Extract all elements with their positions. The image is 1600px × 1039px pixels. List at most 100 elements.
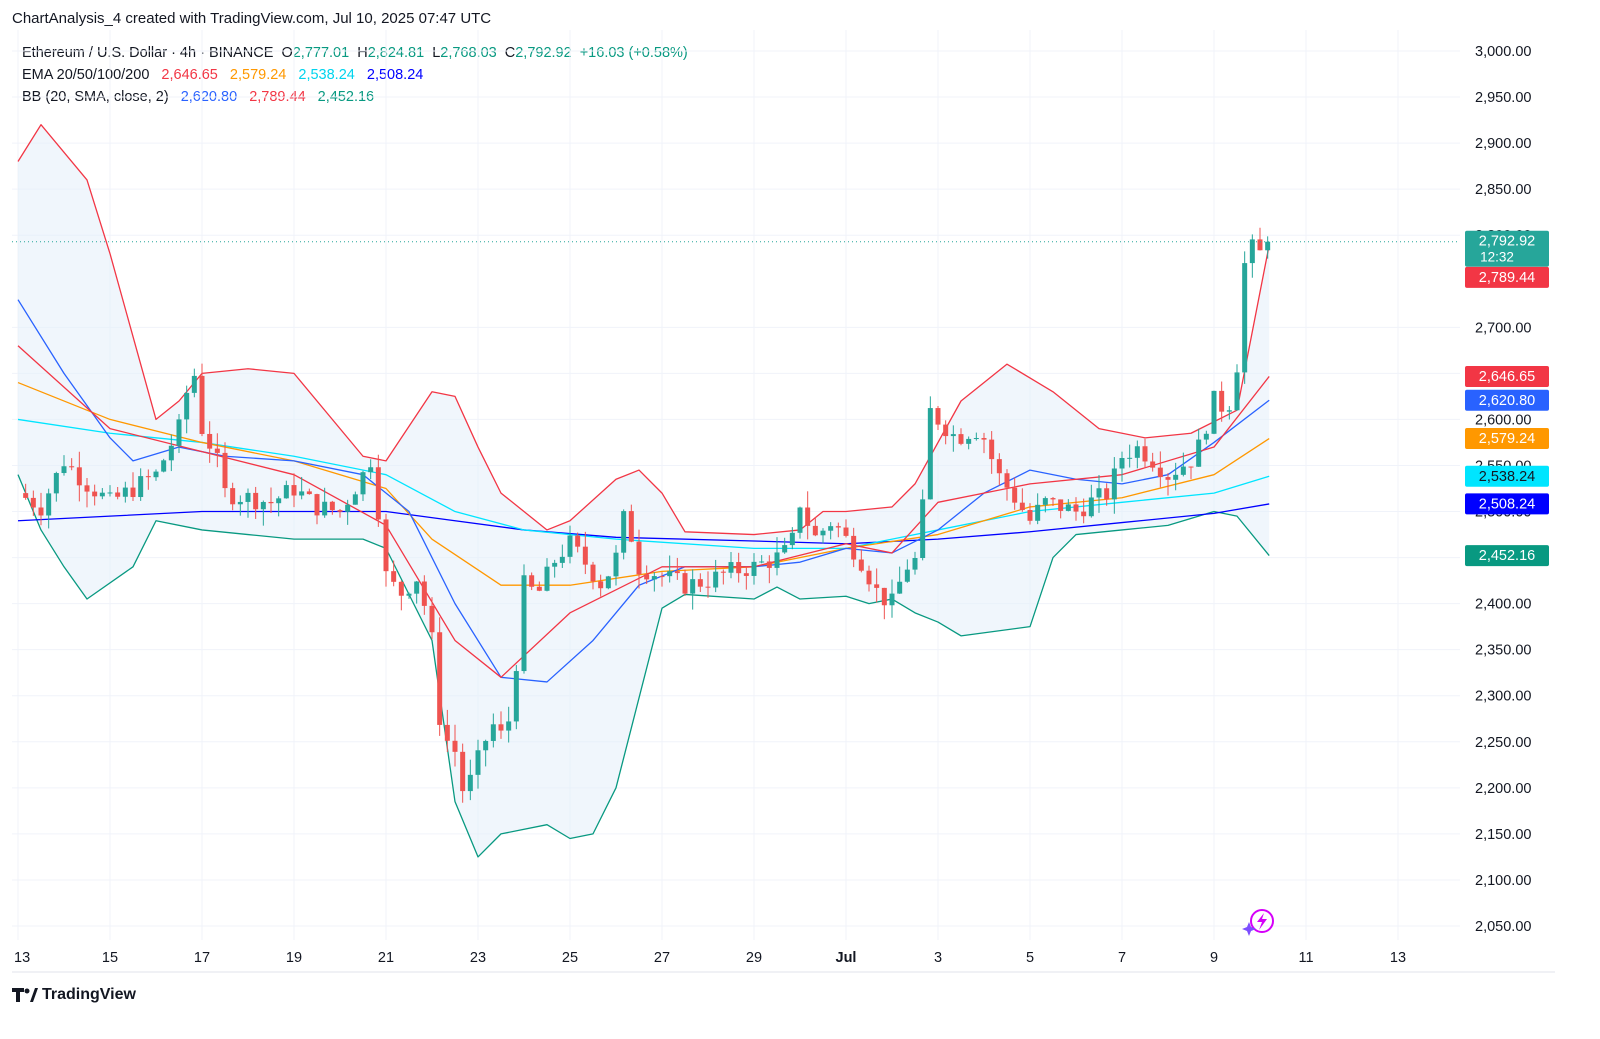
candle-body bbox=[605, 576, 611, 589]
candle-body bbox=[835, 526, 841, 528]
candle-body bbox=[368, 467, 374, 473]
candle-body bbox=[759, 561, 765, 563]
candle-body bbox=[30, 497, 36, 508]
brand-label: TradingView bbox=[42, 986, 136, 1003]
candle-body bbox=[958, 434, 964, 444]
price-tag bbox=[1465, 230, 1549, 267]
candle-body bbox=[1104, 488, 1110, 500]
symbol-label[interactable]: Ethereum / U.S. Dollar · 4h · BINANCE bbox=[22, 45, 274, 61]
candle-body bbox=[1180, 466, 1186, 475]
candle-body bbox=[705, 586, 711, 588]
candle-body bbox=[1127, 457, 1133, 459]
candle-body bbox=[1242, 263, 1248, 373]
y-tick-label: 2,300.00 bbox=[1475, 689, 1531, 705]
candle-body bbox=[981, 438, 987, 440]
candle-body bbox=[314, 494, 320, 516]
candle-body bbox=[69, 466, 75, 468]
candle-body bbox=[843, 527, 849, 536]
candle-body bbox=[782, 545, 788, 553]
candle-body bbox=[490, 724, 496, 741]
ema-label: EMA 20/50/100/200 bbox=[22, 67, 150, 83]
candle-body bbox=[1265, 241, 1271, 251]
ema200-line bbox=[17, 503, 1270, 545]
candle-body bbox=[237, 501, 243, 505]
candle-body bbox=[897, 581, 903, 594]
price-tag-label: 2,579.24 bbox=[1479, 431, 1535, 447]
y-tick-label: 2,050.00 bbox=[1475, 919, 1531, 935]
candle-body bbox=[414, 581, 420, 594]
candle-body bbox=[1081, 511, 1087, 517]
x-tick-label: 13 bbox=[1390, 950, 1406, 966]
x-tick-label: 11 bbox=[1298, 950, 1313, 966]
candle-body bbox=[751, 561, 757, 576]
candle-body bbox=[789, 532, 795, 546]
candle-body bbox=[1027, 510, 1033, 521]
candle-body bbox=[483, 740, 489, 751]
candle-body bbox=[352, 494, 358, 505]
candle-body bbox=[161, 460, 167, 472]
y-tick-label: 2,900.00 bbox=[1475, 136, 1531, 152]
candle-body bbox=[429, 605, 435, 633]
candle-body bbox=[406, 593, 412, 596]
candle-body bbox=[805, 507, 811, 526]
low-value: 2,768.03 bbox=[440, 45, 497, 61]
price-tag bbox=[1465, 428, 1549, 450]
candle-body bbox=[797, 507, 803, 533]
candle-body bbox=[851, 535, 857, 560]
candle-body bbox=[329, 501, 335, 511]
candle-body bbox=[828, 526, 834, 531]
candle-body bbox=[927, 408, 933, 500]
y-tick-label: 2,600.00 bbox=[1475, 412, 1531, 428]
ema20-line bbox=[17, 345, 1270, 678]
price-tag-label: 2,646.65 bbox=[1479, 369, 1535, 385]
candle-body bbox=[145, 476, 151, 478]
y-tick-label: 2,350.00 bbox=[1475, 643, 1531, 659]
price-tag-label: 2,792.92 bbox=[1479, 234, 1535, 250]
ema-legend[interactable]: EMA 20/50/100/200 2,646.65 2,579.24 2,53… bbox=[22, 67, 431, 83]
candle-body bbox=[475, 750, 481, 775]
candle-body bbox=[1150, 461, 1156, 468]
candle-body bbox=[889, 593, 895, 606]
candle-body bbox=[1096, 488, 1102, 498]
candle-body bbox=[1134, 446, 1140, 458]
candle-body bbox=[1211, 390, 1217, 434]
price-tag-label: 2,508.24 bbox=[1479, 496, 1535, 512]
candle-body bbox=[812, 525, 818, 536]
candle-body bbox=[644, 574, 650, 580]
close-value: 2,792.92 bbox=[515, 45, 572, 61]
candle-body bbox=[122, 487, 128, 497]
candle-body bbox=[536, 586, 542, 591]
candle-body bbox=[713, 571, 719, 588]
candle-body bbox=[168, 445, 174, 461]
candle-body bbox=[529, 575, 535, 587]
candle-body bbox=[130, 487, 136, 498]
candle-body bbox=[636, 541, 642, 575]
candle-body bbox=[360, 472, 366, 495]
candle-body bbox=[222, 452, 228, 489]
candle-body bbox=[966, 438, 972, 444]
candle-body bbox=[1012, 487, 1018, 503]
candle-body bbox=[245, 492, 251, 502]
candle-body bbox=[697, 579, 703, 587]
open-label: O bbox=[281, 45, 293, 61]
candle-body bbox=[107, 492, 113, 494]
candle-body bbox=[1249, 239, 1255, 264]
price-tag-label: 2,620.80 bbox=[1479, 393, 1535, 409]
candle-body bbox=[291, 485, 297, 496]
x-tick-label: 29 bbox=[746, 950, 762, 966]
x-tick-label: 15 bbox=[102, 950, 118, 966]
x-tick-label: 27 bbox=[654, 950, 670, 966]
candle-body bbox=[1042, 498, 1048, 505]
candle-body bbox=[283, 485, 289, 499]
candle-body bbox=[375, 467, 381, 520]
candle-body bbox=[1119, 458, 1125, 469]
y-tick-label: 2,250.00 bbox=[1475, 735, 1531, 751]
candle-body bbox=[774, 552, 780, 568]
x-tick-label: 13 bbox=[14, 950, 30, 966]
low-label: L bbox=[432, 45, 441, 61]
candle-body bbox=[337, 510, 343, 512]
tradingview-logo[interactable]: TradingView bbox=[12, 986, 136, 1004]
candle-body bbox=[253, 492, 259, 510]
candle-body bbox=[391, 571, 397, 582]
